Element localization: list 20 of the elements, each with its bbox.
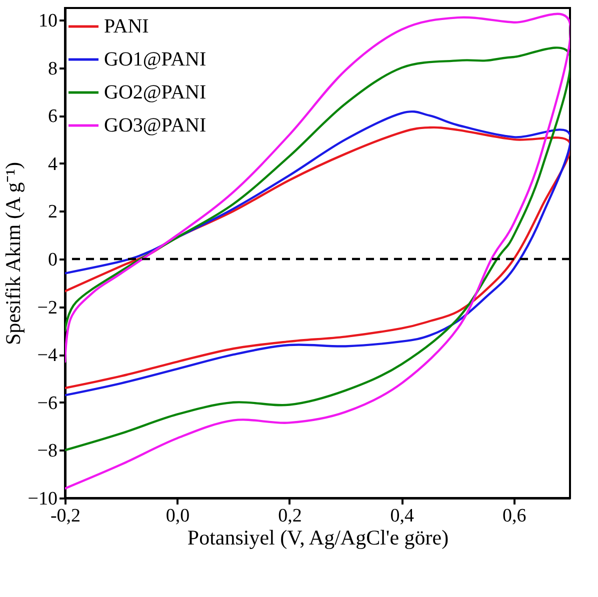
x-tick-label: 0,4	[390, 506, 415, 526]
y-tick-label: −2	[37, 297, 58, 318]
y-tick-label: 4	[48, 154, 58, 175]
x-axis-title: Potansiyel (V, Ag/AgCl'e göre)	[187, 526, 449, 550]
y-tick-label: −8	[37, 440, 58, 462]
y-tick-label: 2	[48, 202, 58, 223]
legend-label: PANI	[104, 16, 149, 38]
x-tick-label: 0,0	[166, 506, 190, 526]
y-tick-label: 10	[38, 10, 58, 32]
legend-label: GO2@PANI	[104, 82, 206, 104]
y-tick-label: 8	[48, 58, 58, 80]
x-tick-label: 0,6	[502, 506, 526, 526]
y-tick-label: 0	[48, 249, 58, 270]
x-tick-label: 0,2	[278, 506, 302, 526]
y-axis-title: Spesifik Akım (A g⁻¹)	[0, 162, 25, 346]
legend-label: GO3@PANI	[104, 114, 206, 136]
legend-label: GO1@PANI	[104, 48, 206, 70]
y-tick-label: −4	[37, 345, 58, 366]
y-tick-label: −6	[37, 392, 58, 414]
y-tick-label: 6	[48, 106, 58, 128]
